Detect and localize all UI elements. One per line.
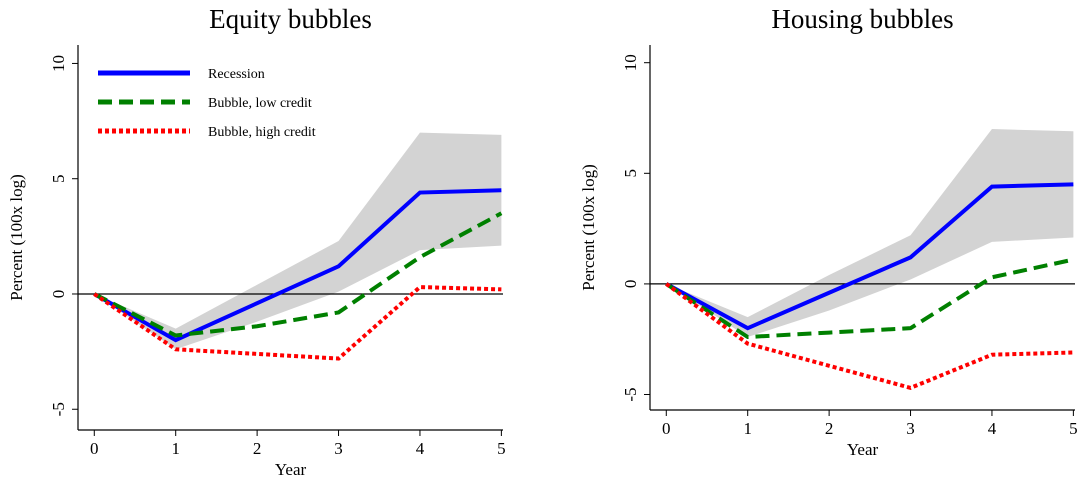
x-axis-label: Year [847, 440, 879, 459]
y-tick-label: 10 [49, 55, 68, 72]
x-tick-label: 3 [334, 439, 343, 458]
confidence-band [666, 129, 1074, 337]
y-axis-label: Percent (100x log) [579, 164, 598, 291]
series-line [665, 182, 1074, 331]
legend-label: Bubble, high credit [208, 125, 316, 140]
x-tick-label: 5 [1069, 419, 1078, 438]
x-tick-label: 1 [171, 439, 180, 458]
y-tick-label: -5 [49, 402, 68, 416]
series-line [93, 285, 502, 361]
y-tick-label: 0 [621, 280, 640, 289]
y-tick-label: 0 [49, 290, 68, 299]
x-tick-label: 2 [253, 439, 262, 458]
y-tick-label: -5 [621, 387, 640, 401]
x-axis-label: Year [275, 460, 307, 479]
x-tick-label: 0 [90, 439, 99, 458]
y-axis-label: Percent (100x log) [7, 174, 26, 301]
x-tick-label: 4 [416, 439, 425, 458]
x-tick-label: 0 [662, 419, 671, 438]
legend-label: Bubble, low credit [208, 96, 312, 111]
series-line [665, 257, 1074, 340]
series-line [93, 188, 502, 343]
y-tick-label: 5 [49, 174, 68, 183]
series-line [665, 282, 1074, 390]
legend-label: Recession [208, 67, 265, 82]
series-line [93, 211, 503, 338]
y-tick-label: 5 [621, 169, 640, 178]
x-tick-label: 2 [825, 419, 834, 438]
x-tick-label: 3 [906, 419, 915, 438]
confidence-band [94, 132, 502, 350]
chart-title: Equity bubbles [209, 4, 372, 34]
x-tick-label: 5 [497, 439, 506, 458]
y-tick-label: 10 [621, 54, 640, 71]
chart-title: Housing bubbles [771, 4, 953, 34]
x-tick-label: 4 [988, 419, 997, 438]
x-tick-label: 1 [743, 419, 752, 438]
